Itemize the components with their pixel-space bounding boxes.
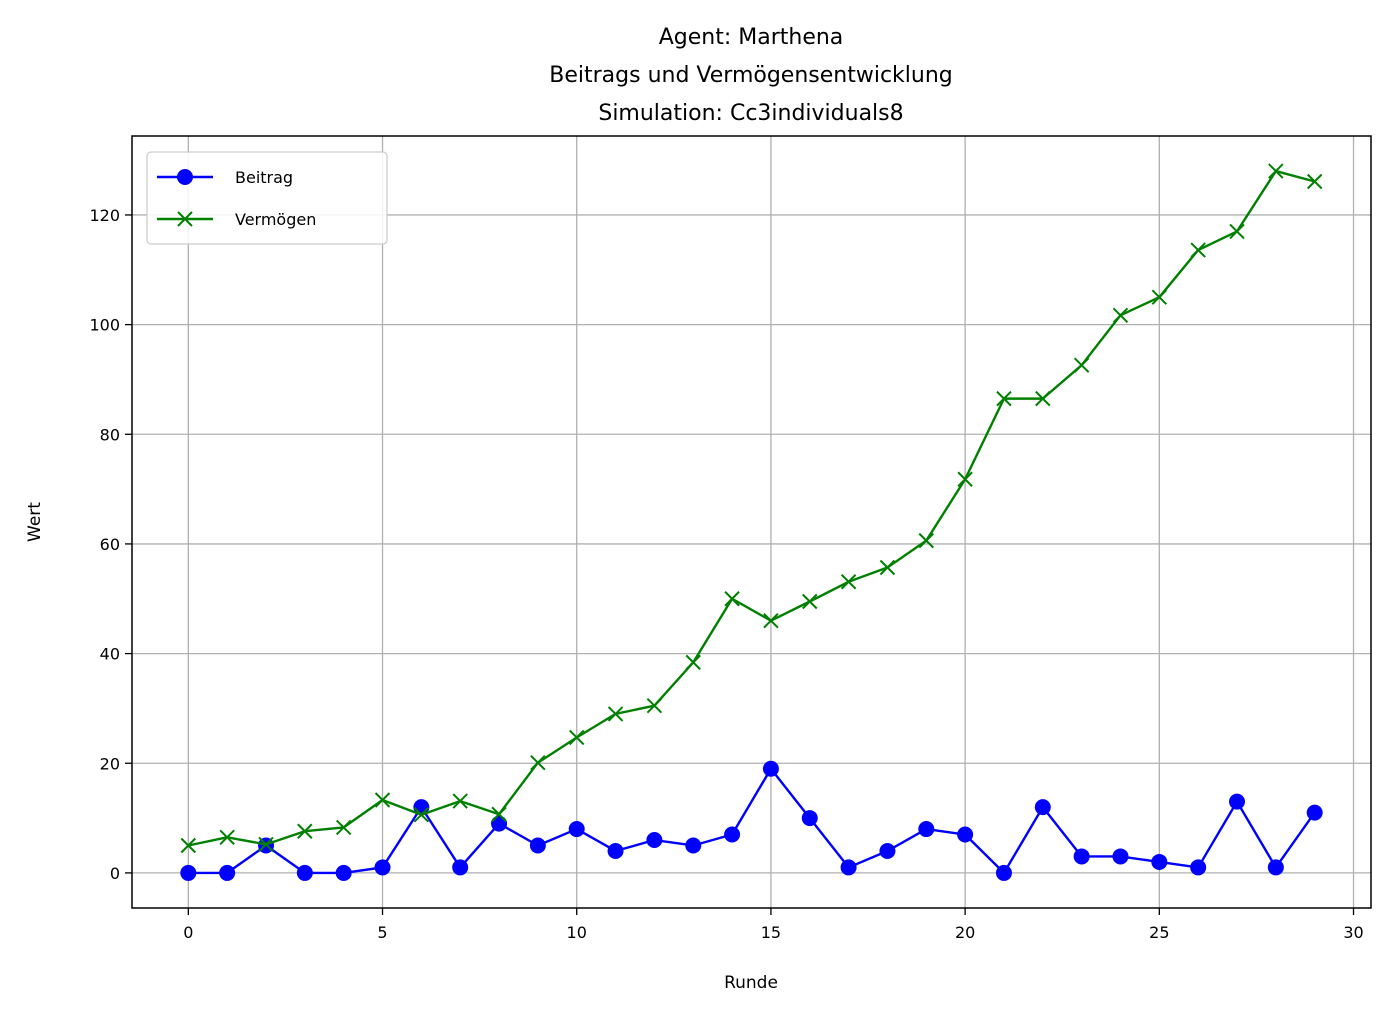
data-point — [1229, 793, 1246, 810]
data-point — [840, 574, 857, 590]
data-point — [491, 806, 507, 822]
data-point — [296, 864, 313, 881]
data-point — [1073, 357, 1090, 373]
series-line-1 — [188, 169, 1315, 847]
y-tick-label: 120 — [89, 206, 120, 225]
data-point — [646, 832, 663, 849]
data-point — [1306, 804, 1323, 821]
data-point — [802, 593, 818, 610]
y-tick-label: 20 — [100, 754, 120, 773]
data-point — [1190, 859, 1207, 876]
title-line-3: Simulation: Cc3individuals8 — [598, 101, 903, 126]
data-point — [374, 859, 391, 876]
data-point — [957, 826, 974, 843]
axis-ticks: 0 5 10 15 20 25 30 0 20 40 60 80 100 120 — [89, 206, 1363, 942]
data-point — [569, 729, 585, 746]
y-axis-label: Wert — [25, 502, 45, 542]
data-point — [1073, 848, 1090, 865]
x-tick-label: 15 — [761, 923, 781, 942]
data-point — [685, 837, 702, 854]
data-point — [1229, 223, 1245, 240]
series-0 — [180, 760, 1323, 881]
data-point — [1268, 163, 1284, 179]
data-point — [685, 654, 701, 671]
y-tick-label: 80 — [100, 425, 120, 444]
data-point — [1190, 242, 1206, 258]
data-point — [763, 612, 779, 629]
data-point — [996, 390, 1012, 407]
y-tick-label: 60 — [100, 535, 120, 554]
data-point — [724, 591, 740, 607]
series-line-0 — [188, 767, 1316, 875]
y-tick-label: 0 — [110, 864, 120, 883]
y-tick-label: 100 — [89, 316, 120, 335]
data-point — [801, 810, 818, 827]
title-line-2: Beitrags und Vermögensentwicklung — [549, 63, 953, 88]
data-point — [335, 864, 352, 881]
legend-marker-vermoegen — [177, 211, 193, 227]
data-point — [335, 819, 352, 836]
data-point — [879, 559, 896, 576]
data-point — [180, 837, 197, 854]
x-tick-label: 25 — [1149, 923, 1169, 942]
data-point — [607, 706, 624, 722]
data-point — [607, 842, 624, 859]
data-point — [219, 864, 236, 881]
data-point — [568, 821, 585, 838]
series-1 — [180, 163, 1323, 854]
data-point — [452, 859, 469, 876]
data-point — [1306, 173, 1323, 190]
data-point — [724, 826, 741, 843]
x-tick-label: 5 — [377, 923, 387, 942]
data-point — [646, 697, 663, 714]
series-layer — [180, 163, 1323, 881]
data-point — [452, 793, 468, 809]
data-point — [1151, 289, 1168, 305]
legend-label-beitrag: Beitrag — [235, 168, 293, 187]
title-line-1: Agent: Marthena — [659, 25, 844, 50]
x-tick-label: 10 — [567, 923, 587, 942]
data-point — [219, 829, 235, 845]
data-point — [1112, 307, 1129, 324]
data-point — [840, 859, 857, 876]
data-point — [1035, 390, 1051, 407]
grid-lines — [132, 136, 1371, 908]
data-point — [413, 807, 430, 823]
chart-title: Agent: Marthena Beitrags und Vermögensen… — [549, 25, 953, 126]
data-point — [918, 532, 934, 549]
y-tick-label: 40 — [100, 645, 120, 664]
data-point — [180, 864, 197, 881]
x-axis-label: Runde — [724, 973, 778, 993]
data-point — [491, 815, 508, 832]
data-point — [918, 821, 935, 838]
data-point — [529, 837, 546, 854]
legend-label-vermoegen: Vermögen — [235, 210, 316, 229]
data-point — [1267, 859, 1284, 876]
x-tick-label: 0 — [183, 923, 193, 942]
data-point — [879, 842, 896, 859]
x-tick-label: 30 — [1343, 923, 1363, 942]
data-point — [1034, 799, 1051, 816]
legend-box — [146, 151, 388, 245]
data-point — [1112, 848, 1129, 865]
data-point — [762, 760, 779, 777]
x-tick-label: 20 — [955, 923, 975, 942]
data-point — [1151, 853, 1168, 870]
data-point — [374, 792, 391, 808]
data-point — [957, 471, 973, 487]
data-point — [297, 823, 313, 839]
plot-frame — [131, 135, 1372, 909]
data-point — [995, 864, 1012, 881]
data-point — [530, 754, 546, 771]
legend: Beitrag Vermögen — [146, 151, 388, 245]
data-point — [258, 836, 274, 853]
legend-marker-beitrag — [177, 169, 193, 185]
